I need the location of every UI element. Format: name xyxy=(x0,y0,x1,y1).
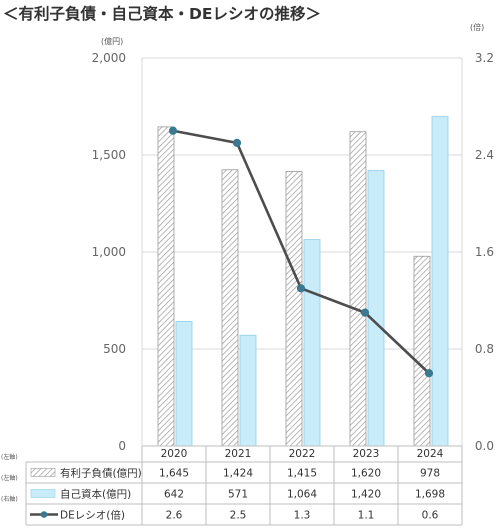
data-table: 2020 2021 2022 2023 2024 (左軸) 有利子負債(億円) 1,645 1,… xyxy=(1,445,463,526)
bar-debt xyxy=(221,169,239,447)
ratio-point xyxy=(168,126,178,135)
ratio-point xyxy=(232,138,242,147)
left-tick-label: 500 xyxy=(103,342,126,356)
bar-equity xyxy=(431,116,449,447)
table-cell: 1,064 xyxy=(287,489,317,501)
table-cell: 2.6 xyxy=(166,510,183,522)
axis-tag: (左軸) xyxy=(1,474,18,482)
axis-ticks: 0 500 1,000 1,500 2,000 0.0 0.8 1.6 2.4 3.2 xyxy=(92,51,494,453)
left-tick-label: 1,500 xyxy=(92,148,126,162)
right-axis-unit: (倍) xyxy=(470,22,484,32)
table-cell: 1.1 xyxy=(358,510,375,522)
table-cell: 978 xyxy=(420,468,440,480)
ratio-point xyxy=(360,308,370,317)
bar-equity xyxy=(367,170,385,447)
ratio-line xyxy=(168,126,434,378)
right-tick-label: 2.4 xyxy=(475,148,494,162)
ratio-point xyxy=(424,369,434,378)
table-cell: 1.3 xyxy=(294,510,311,522)
legend-key-ratio-marker xyxy=(40,511,48,518)
bar-equity xyxy=(303,239,321,447)
right-tick-label: 0.0 xyxy=(475,439,494,453)
table-cell: 1,645 xyxy=(159,468,189,480)
chart-title: ＜有利子負債・自己資本・DEレシオの推移＞ xyxy=(3,4,321,23)
bar-debt xyxy=(349,131,367,447)
table-cell: 1,424 xyxy=(223,468,253,480)
right-tick-label: 1.6 xyxy=(475,245,494,259)
category-label: 2021 xyxy=(225,448,252,460)
category-label: 2020 xyxy=(161,448,188,460)
bar-equity xyxy=(239,334,257,447)
legend-key-debt xyxy=(30,468,56,477)
category-label: 2023 xyxy=(353,448,380,460)
table-cell: 1,420 xyxy=(351,489,381,501)
ratio-point xyxy=(296,284,306,293)
table-cell: 0.6 xyxy=(422,510,439,522)
legend-key-equity xyxy=(30,489,56,498)
left-tick-label: 1,000 xyxy=(92,245,126,259)
series-label: 自己資本(億円) xyxy=(60,488,131,501)
category-label: 2024 xyxy=(417,448,444,460)
right-tick-label: 0.8 xyxy=(475,342,494,356)
table-cell: 642 xyxy=(164,489,184,501)
right-tick-label: 3.2 xyxy=(475,51,494,65)
left-tick-label: 2,000 xyxy=(92,51,126,65)
series-label: DEレシオ(倍) xyxy=(60,509,125,522)
bar-debt xyxy=(285,171,303,447)
category-label: 2022 xyxy=(289,448,316,460)
table-cell: 2.5 xyxy=(230,510,247,522)
table-cell: 1,415 xyxy=(287,468,317,480)
table-cell: 571 xyxy=(228,489,248,501)
bars xyxy=(157,116,449,447)
axis-tag: (右軸) xyxy=(1,495,18,503)
left-tick-label: 0 xyxy=(118,439,126,453)
table-cell: 1,620 xyxy=(351,468,381,480)
left-axis-unit: (億円) xyxy=(101,36,123,46)
bar-debt xyxy=(157,126,175,447)
table-cell: 1,698 xyxy=(415,489,445,501)
bar-equity xyxy=(175,321,193,447)
bar-debt xyxy=(413,255,431,447)
series-label: 有利子負債(億円) xyxy=(60,467,142,480)
axis-tag: (左軸) xyxy=(1,453,18,461)
